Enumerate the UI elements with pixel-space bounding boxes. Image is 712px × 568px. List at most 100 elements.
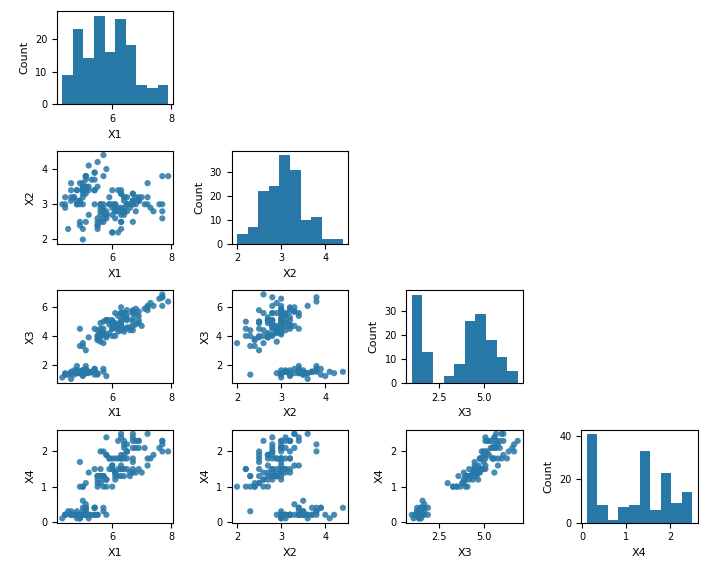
Point	[412, 510, 423, 519]
Point	[127, 307, 139, 316]
Point	[80, 182, 91, 191]
Point	[408, 514, 419, 523]
Point	[503, 447, 515, 456]
Point	[266, 330, 278, 339]
Point	[115, 210, 127, 219]
Point	[77, 366, 88, 375]
Point	[288, 510, 300, 519]
Point	[462, 471, 473, 481]
Point	[288, 429, 300, 438]
Point	[276, 440, 287, 449]
Point	[83, 161, 95, 170]
Point	[104, 320, 115, 329]
Point	[276, 324, 287, 333]
Point	[71, 510, 83, 519]
Point	[139, 304, 150, 314]
Point	[66, 186, 77, 195]
Point	[498, 450, 509, 460]
Point	[74, 482, 85, 491]
Point	[115, 325, 127, 335]
Point	[276, 444, 287, 453]
Point	[148, 450, 159, 460]
Point	[280, 321, 291, 331]
Point	[127, 454, 139, 463]
Point	[422, 510, 434, 519]
Point	[413, 510, 424, 519]
Point	[104, 193, 115, 202]
Point	[496, 429, 507, 438]
Point	[293, 364, 305, 373]
Point	[302, 510, 313, 519]
Point	[253, 479, 265, 488]
Point	[98, 214, 109, 223]
Point	[83, 367, 95, 377]
Point	[124, 200, 135, 209]
Point	[112, 454, 124, 463]
Point	[118, 454, 130, 463]
Point	[284, 370, 295, 379]
Point	[266, 302, 278, 311]
Point	[130, 193, 142, 202]
Point	[276, 369, 287, 378]
Point	[77, 510, 88, 519]
Point	[253, 331, 265, 340]
Point	[284, 324, 295, 333]
Point	[89, 168, 100, 177]
Bar	[237, 234, 248, 244]
Point	[142, 200, 153, 209]
Point	[276, 310, 287, 319]
Point	[293, 324, 305, 333]
Point	[124, 468, 135, 477]
Point	[271, 510, 283, 519]
Point	[454, 482, 466, 491]
Point	[315, 503, 327, 512]
Point	[266, 320, 278, 329]
Point	[110, 200, 121, 209]
Point	[157, 447, 168, 456]
Point	[107, 317, 118, 326]
Point	[253, 317, 265, 326]
Point	[231, 339, 243, 348]
Point	[107, 482, 118, 491]
Point	[310, 447, 322, 456]
Point	[280, 510, 291, 519]
Point	[253, 447, 265, 456]
Point	[293, 461, 305, 470]
Point	[284, 468, 295, 477]
Point	[284, 304, 295, 314]
Point	[413, 510, 424, 519]
Point	[412, 510, 423, 519]
Point	[293, 366, 305, 375]
Point	[266, 465, 278, 474]
Point	[302, 374, 313, 383]
Point	[478, 447, 489, 456]
Point	[77, 367, 88, 377]
Point	[262, 316, 273, 325]
Point	[112, 311, 124, 320]
Point	[80, 186, 91, 195]
Point	[467, 471, 478, 481]
Point	[136, 193, 147, 202]
Bar	[496, 357, 507, 383]
Point	[258, 436, 269, 445]
Point	[71, 514, 83, 523]
Point	[262, 461, 273, 470]
Point	[74, 369, 85, 378]
Point	[115, 465, 127, 474]
Point	[107, 200, 118, 209]
Point	[415, 507, 426, 516]
Point	[121, 440, 132, 449]
Bar	[322, 239, 333, 244]
Point	[98, 364, 109, 373]
Point	[276, 366, 287, 375]
Point	[262, 319, 273, 328]
Point	[293, 510, 305, 519]
Point	[95, 471, 106, 481]
Point	[494, 436, 506, 445]
Point	[415, 510, 426, 519]
Point	[288, 307, 300, 316]
Point	[100, 165, 112, 174]
Point	[310, 507, 322, 516]
X-axis label: X2: X2	[283, 548, 298, 558]
Point	[110, 203, 121, 212]
